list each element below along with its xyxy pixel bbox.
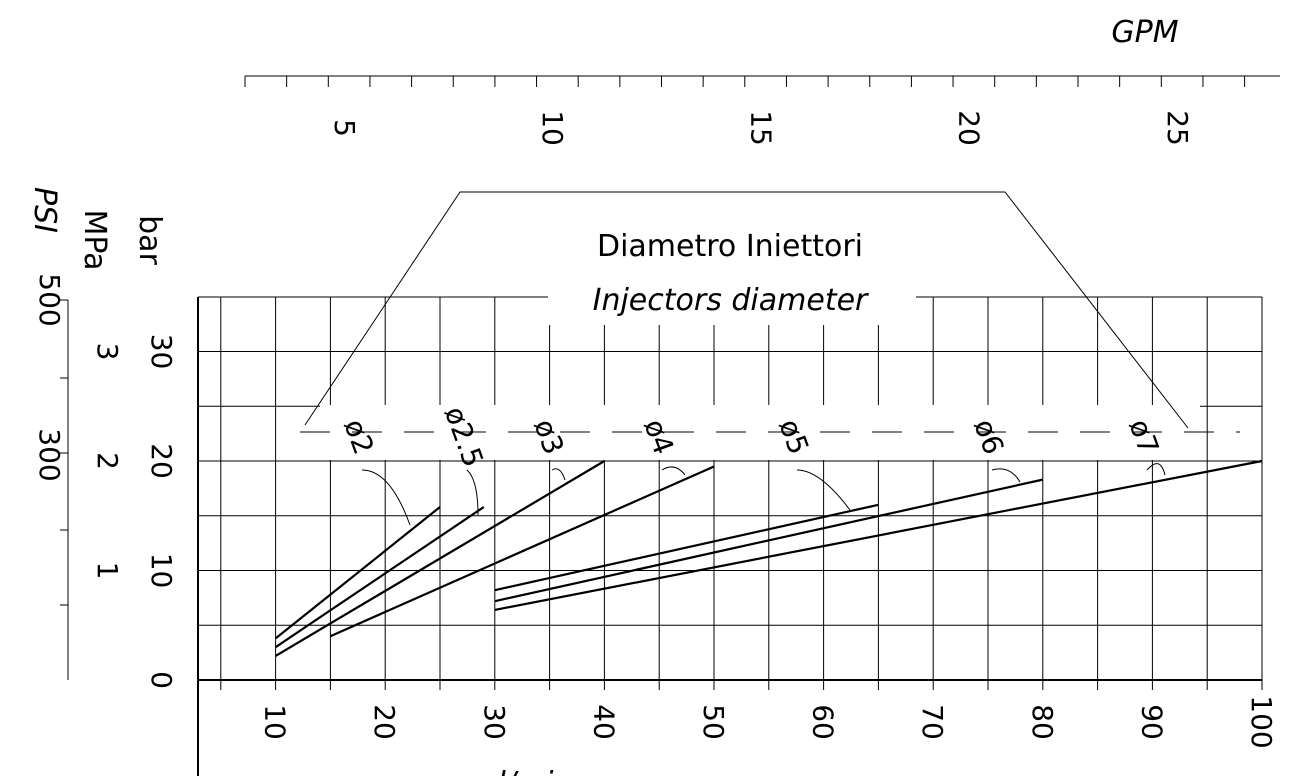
x-tick-label: 40 [587,704,620,740]
series-lines [274,459,1263,657]
chart-subtitle: Injectors diameter [593,283,869,318]
psi-axis-label: PSI [27,187,62,233]
grid [198,296,1263,680]
bar-tick-label: 0 [145,671,178,689]
title-band [548,215,916,325]
series-leader [796,469,851,511]
x-tick-label: 50 [697,704,730,740]
psi-tick-label: 300 [33,428,66,481]
psi-tick-label: 500 [33,273,66,326]
x-tick-label: 80 [1026,704,1059,740]
diameter-callout-bracket [304,191,1189,429]
mpa-tick-label: 3 [91,343,124,361]
series-line [329,465,715,638]
series-leader [551,468,566,481]
x-tick-label: 20 [368,704,401,740]
mpa-tick-label: 2 [91,452,124,470]
gpm-tick-label: 25 [1161,110,1194,146]
x-tick-label: 70 [916,704,949,740]
bar-tick-label: 20 [145,443,178,479]
x-tick-label: 30 [478,704,511,740]
x-axis-label: l/min [497,766,572,776]
x-tick-label: 60 [807,704,840,740]
gpm-tick-label: 10 [536,110,569,146]
bar-axis-label: bar [132,215,167,265]
x-tick-label: 100 [1245,695,1278,748]
mpa-tick-label: 1 [91,562,124,580]
gpm-tick-label: 15 [744,110,777,146]
series-line [274,506,441,640]
bar-tick-label: 30 [145,334,178,370]
x-tick-label: 10 [259,704,292,740]
series-leader [661,466,686,476]
series-leader [466,469,479,516]
axes: 10 20 30 40 50 60 70 80 90 100 0 10 20 30 1 2 3 300 500 5 10… [33,75,1280,776]
x-tick-label: 90 [1135,704,1168,740]
series-line [494,459,1263,611]
gpm-axis-label: GPM [1111,15,1178,50]
series-line [494,503,879,592]
gpm-tick-label: 5 [328,119,361,137]
series-leader [361,469,411,526]
bar-tick-label: 10 [145,553,178,589]
mpa-axis-label: MPa [77,209,112,270]
series-line [274,506,485,649]
chart-title: Diametro Iniettori [597,229,863,264]
series-line [275,460,605,657]
series-leader [1146,463,1166,476]
callouts: ø2 ø2.5 ø3 ø4 ø5 ø6 ø7 [300,191,1240,526]
series-leader [991,468,1021,483]
series-line [494,478,1044,603]
gpm-tick-label: 20 [953,110,986,146]
